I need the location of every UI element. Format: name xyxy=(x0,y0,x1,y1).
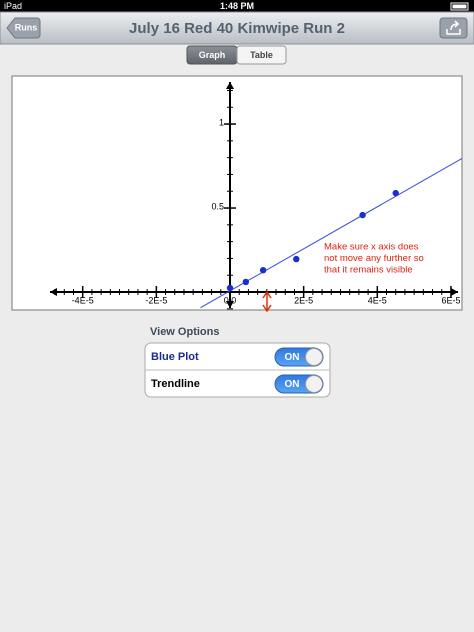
data-point xyxy=(293,255,300,263)
share-icon xyxy=(446,20,461,35)
options: Blue Plot ON Trendline ON xyxy=(151,347,324,394)
marker-arrow xyxy=(262,290,272,313)
nav-title: July 16 Red 40 Kimwipe Run 2 xyxy=(129,20,345,37)
plot: -4E-5 -2E-5 0.0 2E-5 4E-5 6E-5 0.5 1 Make sure x… xyxy=(11,75,463,311)
nav-bar xyxy=(0,11,474,45)
annotation: that it remains visible xyxy=(324,265,413,276)
segment-table[interactable] xyxy=(236,45,287,65)
data-point xyxy=(242,278,250,286)
x-tick-label: -4E-5 xyxy=(72,295,94,305)
clock: 1:48 PM xyxy=(220,1,254,11)
x-tick-label: 6E-5 xyxy=(441,295,460,305)
section-title: View Options xyxy=(150,326,219,338)
y-tick-label: 1 xyxy=(219,117,224,127)
x-tick-label: 4E-5 xyxy=(368,295,387,305)
toggle-knob xyxy=(305,375,323,393)
device-name: iPad xyxy=(4,1,22,11)
annotation: Make sure x axis does xyxy=(324,242,419,253)
share-button[interactable] xyxy=(439,17,468,39)
y-tick-label: 0.5 xyxy=(211,201,224,211)
plot-area xyxy=(11,75,463,311)
data-point xyxy=(226,284,234,292)
data-point xyxy=(392,189,399,197)
toggle-knob xyxy=(305,348,323,366)
option-label: Trendline xyxy=(151,378,200,390)
x-tick-label: 2E-5 xyxy=(294,295,313,305)
segment-label[interactable]: Graph xyxy=(199,50,226,60)
back-button[interactable] xyxy=(6,17,41,39)
x-tick-label: -2E-5 xyxy=(145,295,167,305)
toggle-state[interactable]: ON xyxy=(285,379,300,390)
x-tick-label: 0.0 xyxy=(224,295,237,305)
option-label: Blue Plot xyxy=(151,351,199,363)
status-bar xyxy=(0,0,474,12)
battery xyxy=(450,2,469,11)
data-point xyxy=(259,266,267,274)
data-point xyxy=(359,211,366,219)
toggle-state[interactable]: ON xyxy=(285,352,300,363)
battery-level xyxy=(452,4,467,9)
segment-label[interactable]: Table xyxy=(250,50,273,60)
annotation: not move any further so xyxy=(324,253,424,264)
back-label[interactable]: Runs xyxy=(15,22,38,32)
